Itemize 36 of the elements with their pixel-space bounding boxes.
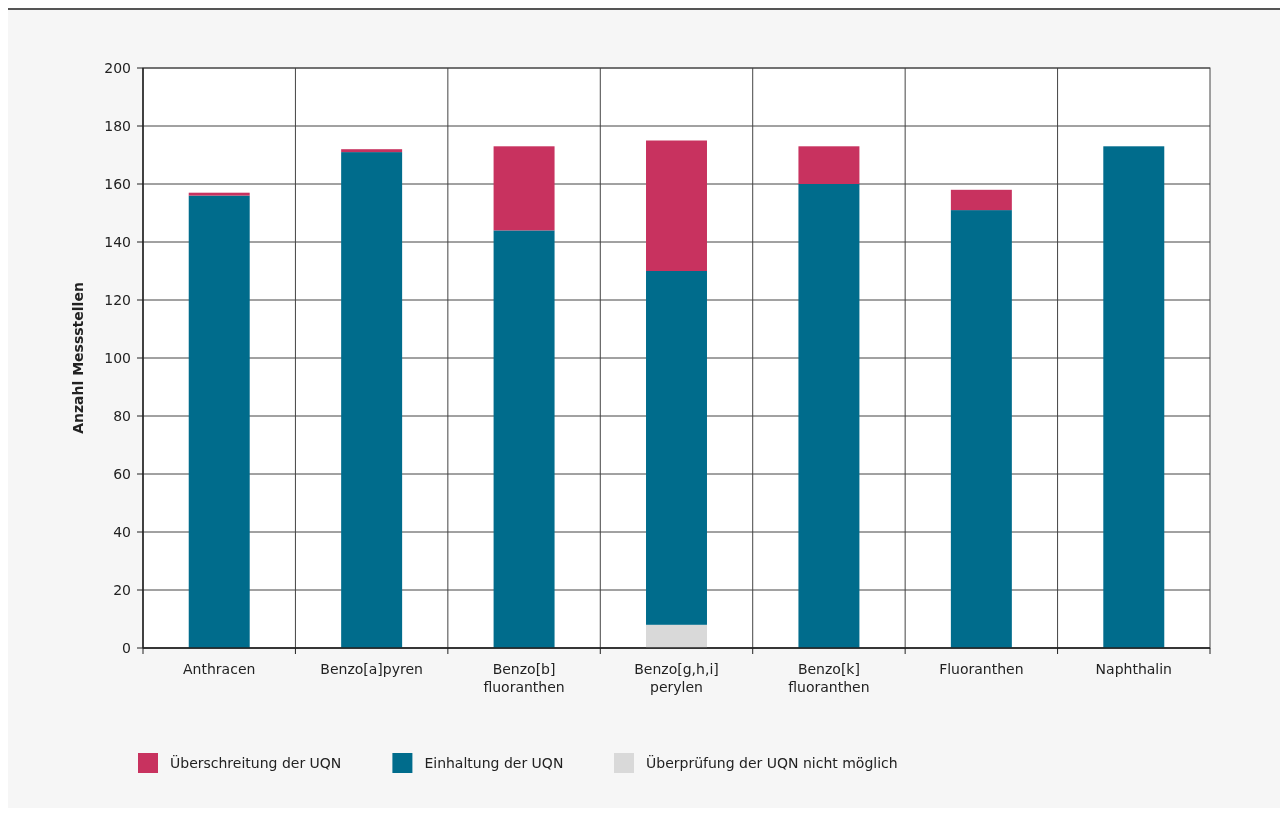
bar — [493, 146, 555, 231]
bar — [950, 210, 1012, 648]
x-tick-label: Fluoranthen — [939, 661, 1024, 677]
bar — [646, 624, 707, 648]
y-tick-label: 120 — [104, 291, 131, 308]
x-tick-label: Anthracen — [183, 661, 256, 677]
y-tick-label: 180 — [104, 117, 131, 134]
x-tick-label: Benzo[k] fluoranthen — [788, 661, 870, 695]
legend-label: Überprüfung der UQN nicht möglich — [646, 753, 898, 771]
x-tick-label: Benzo[g,h,i] perylen — [634, 661, 719, 695]
legend-label: Einhaltung der UQN — [424, 754, 564, 771]
bar — [188, 195, 250, 648]
y-tick-label: 140 — [104, 233, 131, 250]
y-tick-label: 0 — [122, 639, 131, 656]
y-tick-label: 20 — [113, 581, 131, 598]
y-tick-label: 200 — [104, 59, 131, 76]
y-tick-label: 80 — [113, 407, 131, 424]
x-tick-label: Naphthalin — [1095, 661, 1172, 677]
bar — [798, 146, 860, 184]
bar — [341, 152, 403, 648]
y-tick-label: 100 — [104, 349, 131, 366]
bar — [798, 184, 860, 648]
bar — [646, 271, 707, 625]
x-tick-label: Benzo[a]pyren — [320, 661, 423, 677]
y-tick-label: 40 — [113, 523, 131, 540]
bar — [646, 140, 707, 271]
bar — [950, 189, 1012, 211]
bar — [188, 192, 250, 196]
bar — [493, 230, 555, 648]
x-tick-label: Benzo[b] fluoranthen — [483, 661, 565, 695]
y-tick-label: 160 — [104, 175, 131, 192]
y-tick-label: 60 — [113, 465, 131, 482]
bar — [1103, 146, 1165, 648]
y-axis-title: Anzahl Messstellen — [70, 282, 86, 434]
legend-label: Überschreitung der UQN — [170, 753, 342, 771]
bar — [341, 149, 403, 153]
